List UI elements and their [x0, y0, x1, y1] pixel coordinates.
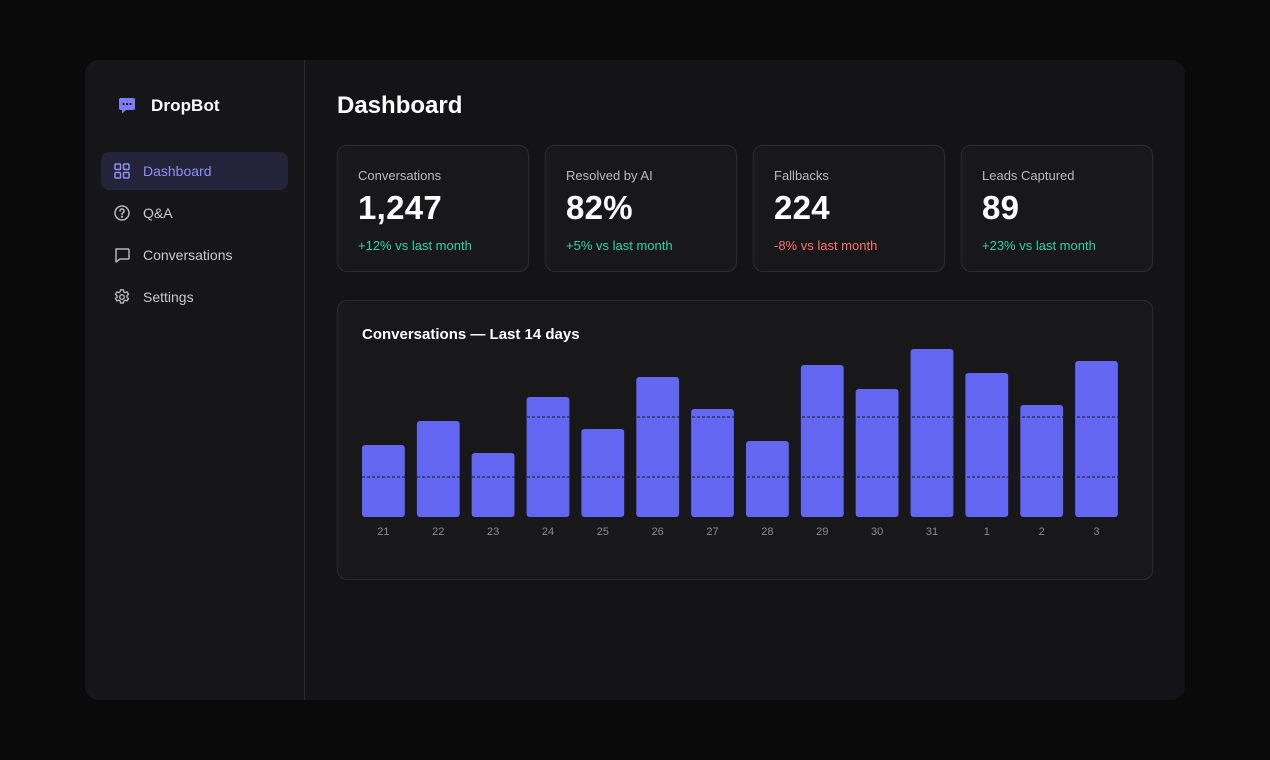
stat-value: 1,247 — [358, 189, 443, 226]
sidebar: DropBot Dashboard — [85, 60, 305, 700]
stat-card-fallbacks: Fallbacks 224 -8% vs last month — [753, 145, 945, 272]
sidebar-item-qa[interactable]: Q&A — [101, 194, 288, 232]
conversations-bar-chart: 21 22 23 24 25 26 27 28 29 30 31 1 2 3 — [362, 349, 1130, 538]
chart-bar-22 — [416, 421, 460, 517]
conversations-chart-card: Conversations — Last 14 days 21 22 23 24 25 2… — [337, 300, 1153, 580]
x-tick-label: 28 — [761, 526, 773, 538]
stat-value: 82% — [566, 189, 633, 226]
brand: DropBot — [117, 96, 220, 116]
x-tick-label: 23 — [487, 526, 499, 538]
sidebar-item-label: Dashboard — [143, 163, 212, 179]
stat-label: Resolved by AI — [566, 168, 653, 183]
chart-bar-26 — [636, 377, 680, 517]
page-title: Dashboard — [337, 92, 463, 119]
sidebar-item-conversations[interactable]: Conversations — [101, 236, 288, 274]
chart-bar-27 — [691, 409, 734, 517]
message-square-icon — [113, 246, 131, 264]
sidebar-item-settings[interactable]: Settings — [101, 278, 288, 316]
x-tick-label: 30 — [871, 526, 883, 538]
chart-bar-28 — [746, 441, 789, 517]
stat-label: Fallbacks — [774, 168, 829, 183]
stat-delta: +23% vs last month — [982, 238, 1096, 253]
chart-bar-29 — [800, 365, 844, 517]
stat-card-resolved-by-ai: Resolved by AI 82% +5% vs last month — [545, 145, 737, 272]
x-tick-label: 2 — [1039, 526, 1045, 538]
app-window: DropBot Dashboard — [85, 60, 1185, 700]
stat-label: Leads Captured — [982, 168, 1075, 183]
chart-title: Conversations — Last 14 days — [362, 326, 580, 343]
stat-delta: +5% vs last month — [566, 238, 673, 253]
chart-bar-3 — [1075, 361, 1118, 517]
sidebar-item-label: Q&A — [143, 205, 173, 221]
x-tick-label: 27 — [706, 526, 718, 538]
stat-delta: -8% vs last month — [774, 238, 878, 253]
main-content: Dashboard Conversations 1,247 +12% vs la… — [305, 60, 1185, 700]
x-tick-label: 24 — [542, 526, 554, 538]
chart-bar-30 — [855, 389, 899, 517]
stat-value: 224 — [774, 189, 830, 226]
chart-bar-1 — [965, 373, 1009, 517]
chat-bubble-icon — [119, 98, 135, 114]
stat-card-leads-captured: Leads Captured 89 +23% vs last month — [961, 145, 1153, 272]
chart-bar-2 — [1020, 405, 1064, 517]
chart-bar-21 — [362, 445, 405, 517]
question-circle-icon — [113, 204, 131, 222]
stat-value: 89 — [982, 189, 1020, 226]
x-tick-label: 25 — [597, 526, 609, 538]
gear-icon — [113, 288, 131, 306]
sidebar-item-label: Conversations — [143, 247, 233, 263]
x-tick-label: 29 — [816, 526, 828, 538]
chart-bar-23 — [471, 453, 515, 517]
x-tick-label: 21 — [377, 526, 389, 538]
stat-card-conversations: Conversations 1,247 +12% vs last month — [337, 145, 529, 272]
sidebar-item-dashboard[interactable]: Dashboard — [101, 152, 288, 190]
chart-bar-25 — [581, 429, 625, 517]
x-tick-label: 22 — [432, 526, 444, 538]
grid-icon — [113, 162, 131, 180]
stats-row: Conversations 1,247 +12% vs last month R… — [337, 145, 1153, 272]
chart-bar-24 — [526, 397, 570, 517]
x-tick-label: 1 — [984, 526, 990, 538]
sidebar-item-label: Settings — [143, 289, 194, 305]
chart-bar-31 — [910, 349, 954, 517]
x-tick-label: 3 — [1093, 526, 1099, 538]
x-tick-label: 31 — [926, 526, 938, 538]
stat-delta: +12% vs last month — [358, 238, 472, 253]
app-name: DropBot — [151, 96, 220, 115]
x-tick-label: 26 — [652, 526, 664, 538]
sidebar-nav: Dashboard Q&A Conversa — [101, 152, 288, 320]
stat-label: Conversations — [358, 168, 442, 183]
